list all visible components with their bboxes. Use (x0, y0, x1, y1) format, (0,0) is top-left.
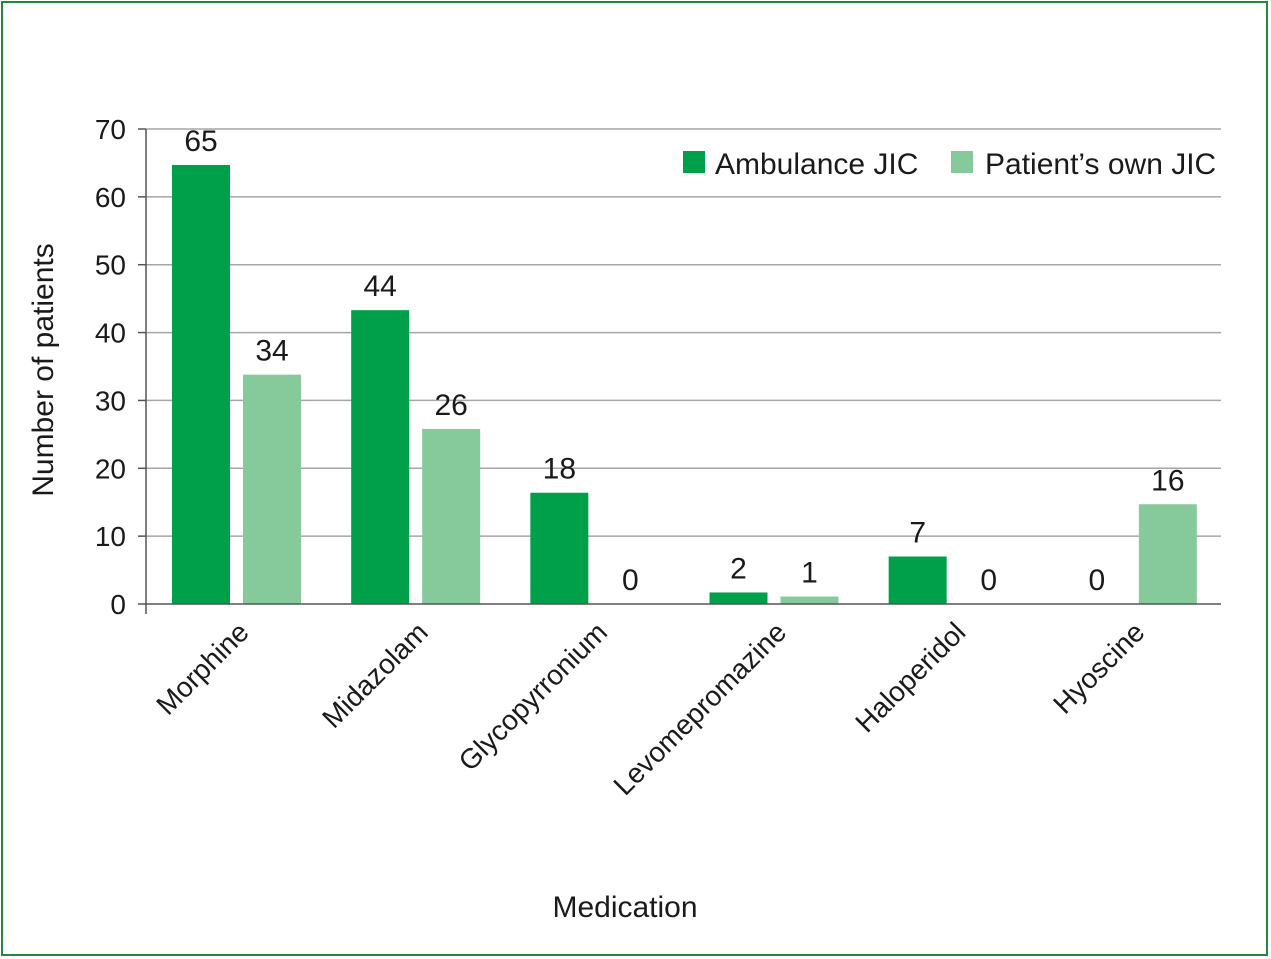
bar-ambulance-jic-midazolam (351, 310, 410, 604)
category-label-levomepromazine: Levomepromazine (607, 616, 792, 801)
bar-ambulance-jic-levomepromazine (709, 592, 768, 604)
legend-swatch-patients-own-jic (951, 151, 973, 173)
data-label-patient-s-own-jic-haloperidol: 0 (980, 564, 997, 597)
data-label-patient-s-own-jic-glycopyrronium: 0 (622, 564, 639, 597)
legend: Ambulance JIC Patient’s own JIC (683, 148, 1216, 181)
y-tick-label-20: 20 (95, 453, 126, 484)
data-label-ambulance-jic-midazolam: 44 (363, 270, 396, 303)
x-axis-category-labels: Morphine Midazolam GlycopyrroniumLevomepro… (150, 616, 1150, 801)
data-label-patient-s-own-jic-morphine: 34 (255, 335, 288, 368)
y-tick-label-40: 40 (95, 318, 126, 349)
bar-patient-s-own-jic-hyoscine (1138, 504, 1197, 604)
y-tick-label-50: 50 (95, 250, 126, 281)
y-tick-label-70: 70 (95, 114, 126, 145)
bar-ambulance-jic-glycopyrronium (530, 492, 589, 604)
bar-patient-s-own-jic-morphine (243, 374, 301, 604)
data-label-patient-s-own-jic-levomepromazine: 1 (801, 557, 818, 590)
data-label-patient-s-own-jic-hyoscine: 16 (1151, 464, 1184, 497)
x-axis-title: Medication (552, 891, 697, 924)
y-tick-label-30: 30 (95, 385, 126, 416)
y-tick-label-10: 10 (95, 521, 126, 552)
legend-swatch-ambulance-jic (683, 151, 705, 173)
bars (172, 164, 1197, 604)
legend-label-ambulance-jic: Ambulance JIC (715, 148, 918, 181)
category-label-hyoscine: Hyoscine (1047, 616, 1150, 719)
gridlines (146, 128, 1221, 537)
bar-ambulance-jic-haloperidol (888, 556, 947, 604)
y-tick-label-60: 60 (95, 182, 126, 213)
y-tick-label-0: 0 (110, 589, 126, 620)
bar-patient-s-own-jic-midazolam (422, 428, 481, 604)
data-labels: 65 34 44 26 18 0 2 1 7 0 0 16 (184, 125, 1184, 597)
category-label-glycopyrronium: Glycopyrronium (453, 616, 614, 777)
category-label-midazolam: Midazolam (316, 616, 434, 734)
data-label-ambulance-jic-morphine: 65 (184, 125, 217, 158)
category-label-haloperidol: Haloperidol (849, 616, 971, 738)
axes (138, 128, 1221, 614)
y-axis-title: Number of patients (27, 243, 60, 496)
data-label-ambulance-jic-hyoscine: 0 (1088, 564, 1105, 597)
bar-patient-s-own-jic-levomepromazine (780, 596, 839, 604)
data-label-ambulance-jic-levomepromazine: 2 (730, 552, 747, 585)
y-axis-ticks: 0 10 20 30 40 50 60 70 (95, 114, 126, 620)
data-label-ambulance-jic-haloperidol: 7 (909, 517, 926, 550)
data-label-ambulance-jic-glycopyrronium: 18 (543, 453, 576, 486)
legend-label-patients-own-jic: Patient’s own JIC (985, 148, 1216, 181)
category-label-morphine: Morphine (150, 616, 254, 720)
data-label-patient-s-own-jic-midazolam: 26 (434, 389, 467, 422)
bar-ambulance-jic-morphine (172, 164, 230, 604)
